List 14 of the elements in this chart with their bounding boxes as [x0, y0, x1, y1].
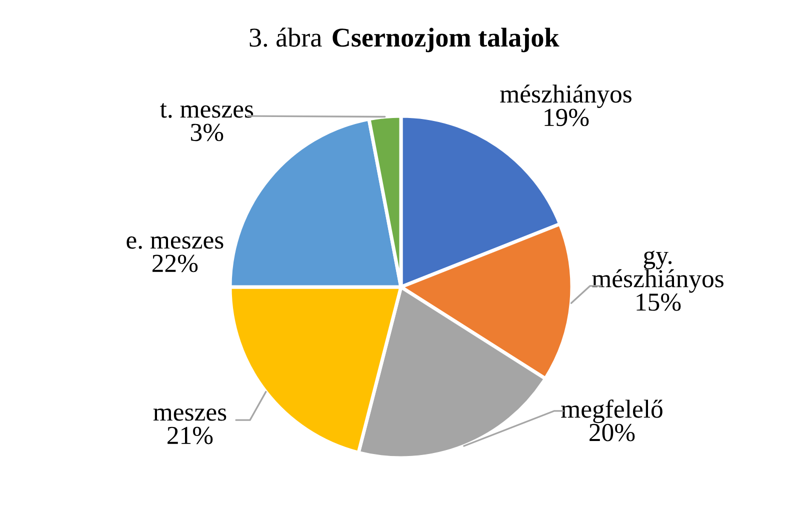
- slice-label: mészhiányos: [500, 84, 632, 108]
- text: 3. ábra: [250, 28, 322, 47]
- data-label: 15%: [636, 293, 681, 311]
- data-label: 19%: [544, 108, 589, 126]
- slice-label: meszes: [153, 408, 226, 421]
- data-label: 22%: [152, 254, 198, 272]
- slice-label: megfelelő: [561, 399, 662, 424]
- slice-label: e. meszes: [126, 236, 224, 249]
- data-label: 3%: [191, 124, 224, 142]
- slice-label: t. meszes: [160, 103, 254, 118]
- data-label: 20%: [590, 424, 635, 442]
- data-label: 21%: [168, 426, 213, 444]
- chart-title: Csernozjom talajok: [332, 28, 560, 52]
- slice-label: gy. mészhiányos: [592, 250, 724, 293]
